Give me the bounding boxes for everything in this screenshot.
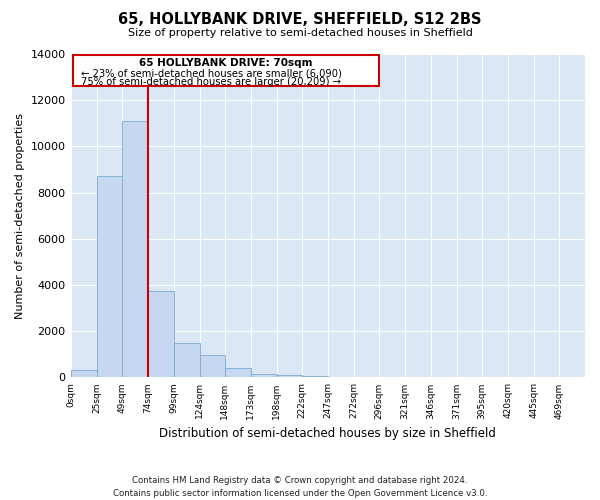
Y-axis label: Number of semi-detached properties: Number of semi-detached properties	[15, 112, 25, 318]
Text: 65 HOLLYBANK DRIVE: 70sqm: 65 HOLLYBANK DRIVE: 70sqm	[139, 58, 313, 68]
Bar	[277, 375, 302, 378]
Bar	[302, 376, 328, 378]
Bar	[122, 121, 148, 378]
Bar	[97, 176, 122, 378]
Bar	[200, 356, 224, 378]
Bar	[224, 368, 251, 378]
FancyBboxPatch shape	[73, 55, 379, 86]
X-axis label: Distribution of semi-detached houses by size in Sheffield: Distribution of semi-detached houses by …	[160, 427, 496, 440]
Text: 65, HOLLYBANK DRIVE, SHEFFIELD, S12 2BS: 65, HOLLYBANK DRIVE, SHEFFIELD, S12 2BS	[118, 12, 482, 28]
Text: 75% of semi-detached houses are larger (20,209) →: 75% of semi-detached houses are larger (…	[81, 76, 341, 86]
Bar	[251, 374, 277, 378]
Text: Contains HM Land Registry data © Crown copyright and database right 2024.
Contai: Contains HM Land Registry data © Crown c…	[113, 476, 487, 498]
Bar	[71, 370, 97, 378]
Text: ← 23% of semi-detached houses are smaller (6,090): ← 23% of semi-detached houses are smalle…	[81, 68, 342, 78]
Text: Size of property relative to semi-detached houses in Sheffield: Size of property relative to semi-detach…	[128, 28, 472, 38]
Bar	[173, 343, 200, 378]
Bar	[148, 291, 173, 378]
